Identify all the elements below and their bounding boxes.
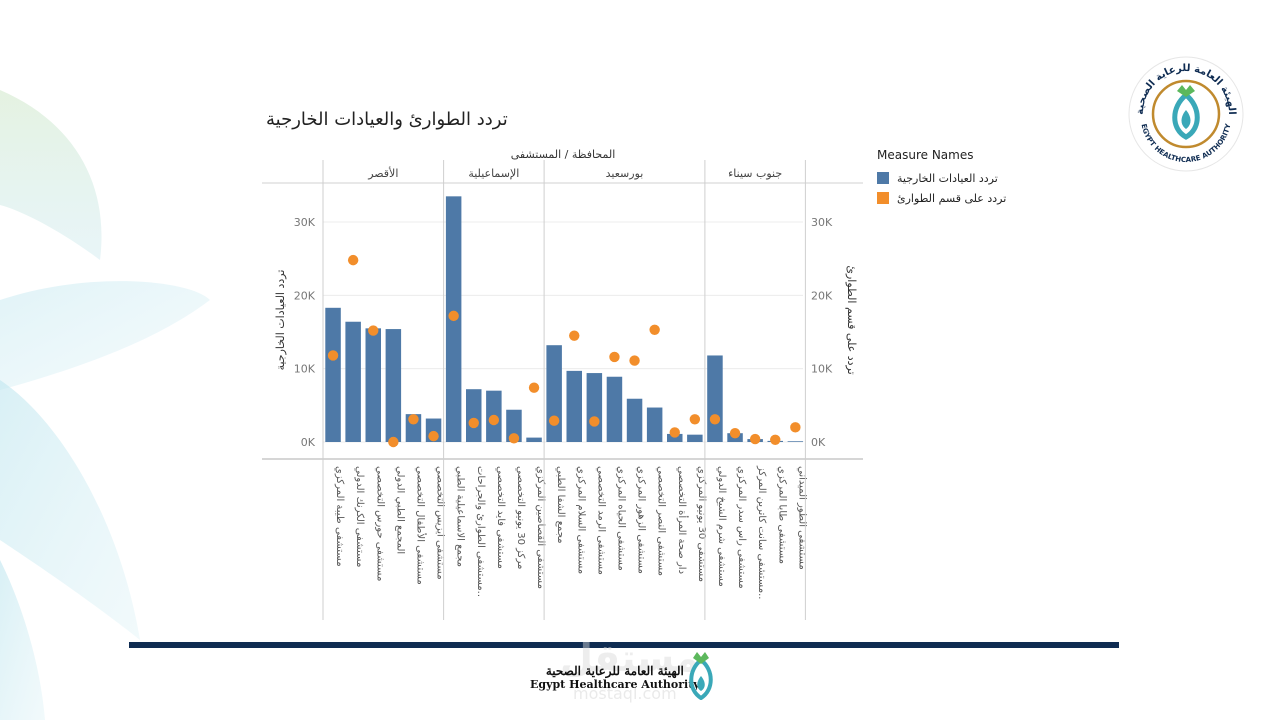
x-tick-label: دار صحة المرأة التخصصي bbox=[676, 466, 689, 574]
bar-outpatient bbox=[526, 437, 542, 442]
dot-emergency bbox=[428, 430, 439, 442]
x-tick-label: مستشفى الزهور المركزي bbox=[636, 466, 647, 574]
column-header: المحافظة / المستشفى bbox=[511, 148, 616, 161]
bar-outpatient bbox=[687, 434, 703, 442]
x-tick-label: مستشفى شرم الشيخ الدولي bbox=[716, 466, 727, 587]
bar-outpatient bbox=[325, 307, 341, 442]
dot-emergency bbox=[609, 351, 620, 363]
dot-emergency bbox=[709, 414, 721, 425]
x-tick-label: مستشفى 30 يونيو المركزي bbox=[696, 466, 707, 582]
legend-swatch-emergency bbox=[877, 192, 889, 204]
x-tick-label: مستشفى سانت كاترين المركز.. bbox=[756, 465, 767, 599]
legend-title: Measure Names bbox=[877, 148, 974, 162]
chart-title: تردد الطوارئ والعيادات الخارجية bbox=[266, 109, 508, 130]
x-tick-label: مستشفى الكرنك الدولي bbox=[354, 466, 365, 567]
dot-emergency bbox=[548, 415, 560, 426]
dot-emergency bbox=[729, 428, 741, 439]
y-tick-label-right: 10K bbox=[811, 363, 833, 376]
x-tick-label: مستشفى النصر التخصصي bbox=[656, 466, 667, 576]
x-tick-label: مجمع الشفا الطبي bbox=[555, 466, 566, 544]
x-tick-label: مركز 30 يونيو التخصصي bbox=[515, 466, 526, 569]
x-tick-label: مستشفى طيبة المركزي bbox=[334, 466, 345, 567]
x-tick-label: المجمع الطبي الدولي bbox=[394, 466, 405, 554]
bar-outpatient bbox=[546, 345, 562, 442]
dot-emergency bbox=[569, 330, 580, 341]
dot-emergency bbox=[388, 436, 399, 448]
legend-item-outpatient[interactable]: تردد العيادات الخارجية bbox=[877, 168, 1006, 188]
eha-logo: الهيئة العامة للرعاية الصحية EGYPT HEALT… bbox=[1128, 56, 1244, 172]
dot-emergency bbox=[327, 350, 339, 361]
dot-emergency bbox=[347, 254, 359, 266]
dot-emergency bbox=[528, 382, 540, 393]
group-label: الإسماعيلية bbox=[468, 167, 519, 180]
dot-emergency bbox=[749, 433, 761, 445]
x-tick-label: مستشفى الطور الميداني bbox=[796, 466, 807, 570]
dot-emergency bbox=[368, 325, 379, 336]
y-tick-label-right: 0K bbox=[811, 436, 826, 449]
x-tick-label: مستشفى حورس التخصصي bbox=[374, 466, 385, 581]
legend-label: تردد على قسم الطوارئ bbox=[897, 191, 1007, 205]
legend: Measure Names تردد العيادات الخارجية ترد… bbox=[877, 148, 1006, 208]
dot-emergency bbox=[488, 414, 500, 426]
bar-outpatient bbox=[646, 407, 663, 442]
group-label: بورسعيد bbox=[606, 167, 644, 180]
bar-outpatient bbox=[586, 373, 603, 442]
dot-emergency bbox=[770, 434, 781, 445]
dot-emergency bbox=[790, 422, 801, 433]
bar-outpatient bbox=[385, 329, 402, 442]
y-axis-label-left: تردد العيادات الخارجية bbox=[274, 270, 287, 371]
footer-divider bbox=[129, 642, 1119, 648]
x-tick-label: مستشفى السلام المركزي bbox=[575, 466, 586, 574]
bar-outpatient bbox=[566, 370, 582, 442]
dot-emergency bbox=[468, 417, 479, 429]
bar-outpatient bbox=[667, 433, 683, 442]
watermark: مستقل bbox=[560, 636, 699, 680]
legend-item-emergency[interactable]: تردد على قسم الطوارئ bbox=[877, 188, 1006, 208]
x-tick-label: مستشفى الحياه المركزي bbox=[615, 466, 626, 571]
dot-emergency bbox=[448, 310, 459, 322]
y-tick-label-right: 20K bbox=[811, 289, 833, 302]
x-tick-label: مستشفى الأطفال التخصصي bbox=[414, 466, 427, 585]
footer-logo-icon bbox=[689, 652, 713, 700]
y-tick-label-left: 0K bbox=[301, 436, 316, 449]
dot-emergency bbox=[629, 355, 640, 366]
legend-label: تردد العيادات الخارجية bbox=[897, 171, 998, 185]
x-tick-label: مستشفى طابا المركزي bbox=[776, 466, 787, 564]
x-tick-label: مجمع الاسماعيلية الطبي bbox=[455, 466, 466, 567]
y-tick-label-left: 30K bbox=[294, 216, 316, 229]
y-tick-label-right: 30K bbox=[811, 216, 833, 229]
group-label: جنوب سيناء bbox=[728, 167, 782, 180]
x-tick-label: مستشفى الرمد التخصصي bbox=[595, 466, 606, 575]
bar-outpatient bbox=[365, 328, 381, 442]
dot-emergency bbox=[408, 414, 419, 425]
dot-emergency bbox=[689, 414, 701, 425]
y-tick-label-left: 20K bbox=[294, 289, 316, 302]
bar-outpatient bbox=[345, 321, 361, 442]
dot-emergency bbox=[589, 416, 600, 427]
dot-emergency bbox=[669, 427, 680, 438]
bar-outpatient bbox=[506, 409, 522, 442]
footer-arabic-name: الهيئة العامة للرعاية الصحية bbox=[545, 664, 684, 678]
bar-outpatient bbox=[787, 441, 804, 442]
bar-outpatient bbox=[626, 398, 643, 442]
x-tick-label: مستشفى الطوارئ والجراحات.. bbox=[475, 466, 486, 597]
dot-emergency bbox=[508, 433, 520, 444]
footer-logo-text: الهيئة العامة للرعاية الصحية Egypt Healt… bbox=[530, 664, 700, 691]
dot-emergency bbox=[649, 324, 660, 335]
watermark-url: mostaql.com bbox=[573, 684, 677, 703]
x-tick-label: مستشفى القصاصين المركزي bbox=[535, 466, 546, 589]
x-tick-label: مستشفى ايزيس التخصصي bbox=[435, 466, 446, 580]
bar-outpatient bbox=[707, 355, 723, 442]
footer-english-name: Egypt Healthcare Authority bbox=[530, 678, 700, 691]
x-tick-label: مستشفى راس سدر المركزي bbox=[736, 466, 747, 589]
bar-outpatient bbox=[606, 376, 623, 442]
y-axis-label-right: تردد على قسم الطوارئ bbox=[845, 265, 858, 374]
legend-swatch-outpatient bbox=[877, 172, 889, 184]
group-label: الأقصر bbox=[367, 166, 398, 180]
x-tick-label: مستشفى فايد التخصصي bbox=[495, 466, 506, 569]
y-tick-label-left: 10K bbox=[294, 363, 316, 376]
bar-outpatient bbox=[466, 389, 482, 442]
